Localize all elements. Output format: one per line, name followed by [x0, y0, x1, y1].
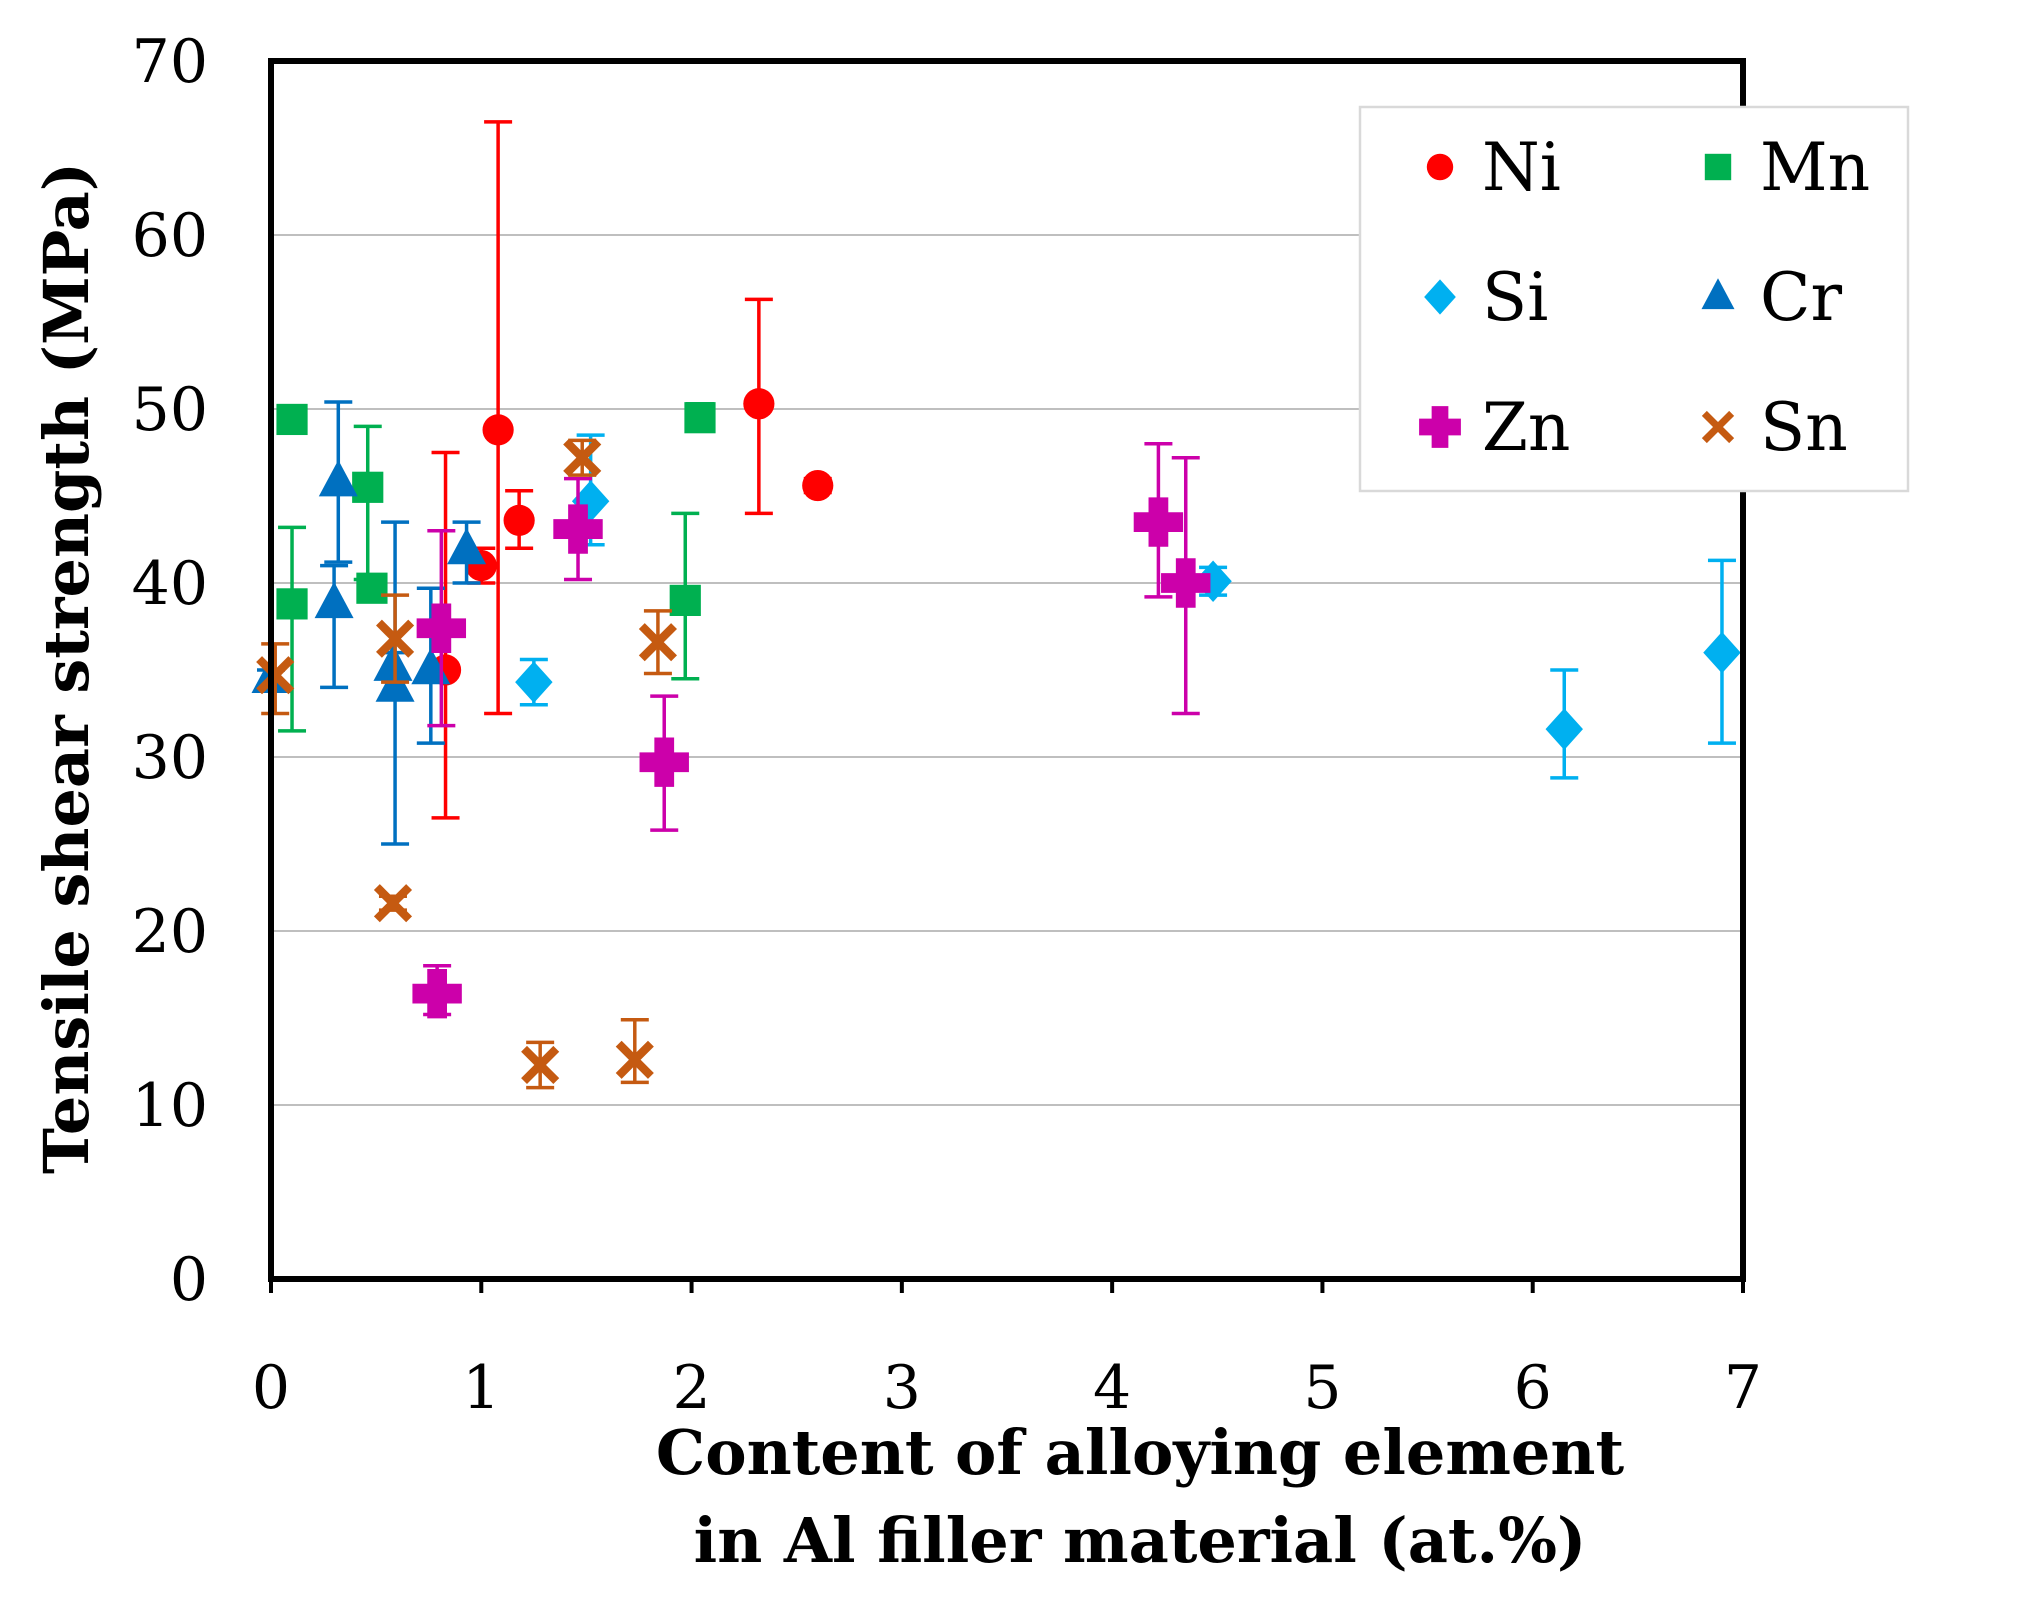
- data-point: [1545, 708, 1583, 750]
- data-point: [684, 402, 716, 434]
- legend-label-si: Si: [1482, 259, 1548, 336]
- series-sn: [256, 438, 677, 1090]
- data-point: [416, 603, 467, 653]
- data-point: [503, 504, 535, 536]
- legend-marker-zn: [1419, 406, 1461, 448]
- data-point: [256, 656, 295, 695]
- data-point: [1703, 631, 1741, 674]
- x-tick-label: 2: [672, 1353, 710, 1423]
- data-point: [376, 619, 415, 658]
- y-tick-label: 10: [132, 1071, 208, 1141]
- data-point: [318, 459, 358, 497]
- data-point: [743, 388, 775, 420]
- data-point: [515, 661, 553, 703]
- data-point: [373, 884, 413, 923]
- data-point: [373, 644, 413, 681]
- data-point: [356, 572, 388, 604]
- y-tick-label: 0: [170, 1245, 208, 1315]
- x-tick-label: 1: [462, 1353, 500, 1423]
- x-axis: 0 1 2 3 4 5 6 7: [252, 1279, 1762, 1423]
- y-tick-label: 40: [132, 549, 208, 619]
- data-point: [638, 623, 677, 662]
- x-tick-label: 3: [883, 1353, 921, 1423]
- x-tick-label: 4: [1093, 1353, 1131, 1423]
- series-zn: [412, 442, 1211, 1019]
- y-tick-label: 20: [132, 897, 208, 967]
- data-point: [447, 527, 487, 565]
- y-tick-label: 60: [132, 201, 208, 271]
- plot-frame: [268, 58, 1746, 1282]
- x-tick-label: 5: [1303, 1353, 1341, 1423]
- data-point: [615, 1040, 654, 1079]
- legend-label-mn: Mn: [1760, 129, 1870, 206]
- series-mn: [276, 402, 716, 733]
- data-point: [276, 588, 308, 620]
- x-axis-title-line-2: in Al filler material (at.%): [694, 1504, 1587, 1577]
- data-point: [412, 968, 462, 1019]
- data-point: [563, 438, 602, 477]
- data-point: [669, 584, 701, 616]
- x-tick-label: 6: [1514, 1353, 1552, 1423]
- data-point: [639, 737, 689, 787]
- legend-marker-cr: [1701, 278, 1735, 310]
- plot-area: [251, 120, 1741, 1090]
- x-tick-label: 7: [1724, 1353, 1762, 1423]
- y-axis-title: Tensile shear strength (MPa): [30, 162, 103, 1174]
- data-point: [314, 581, 354, 619]
- data-point: [352, 471, 384, 503]
- data-point: [1161, 558, 1211, 608]
- legend: Ni Mn Si Cr Zn Sn: [1358, 105, 1910, 493]
- legend-label-zn: Zn: [1482, 389, 1570, 466]
- y-tick-label: 50: [132, 375, 208, 445]
- data-point: [521, 1045, 560, 1085]
- data-point: [276, 403, 308, 436]
- gridlines: [271, 234, 1743, 1106]
- legend-marker-mn: [1704, 153, 1732, 181]
- data-point: [1194, 560, 1232, 603]
- y-tick-label: 70: [132, 27, 208, 97]
- data-point: [482, 414, 514, 446]
- legend-label-sn: Sn: [1760, 389, 1848, 466]
- legend-marker-si: [1424, 279, 1456, 315]
- y-tick-label: 30: [132, 723, 208, 793]
- y-axis: 0 10 20 30 40 50 60 70: [132, 27, 208, 1315]
- x-axis-title-line-1: Content of alloying element: [656, 1416, 1625, 1489]
- data-point: [553, 504, 603, 554]
- series-si: [515, 433, 1741, 780]
- legend-marker-ni: [1426, 153, 1454, 181]
- legend-label-ni: Ni: [1482, 129, 1561, 206]
- legend-marker-sn: [1701, 410, 1735, 444]
- x-tick-label: 0: [252, 1353, 290, 1423]
- series-ni: [429, 120, 834, 820]
- legend-label-cr: Cr: [1760, 259, 1842, 336]
- data-point: [1133, 497, 1184, 547]
- data-point: [571, 480, 610, 523]
- data-point: [802, 469, 834, 502]
